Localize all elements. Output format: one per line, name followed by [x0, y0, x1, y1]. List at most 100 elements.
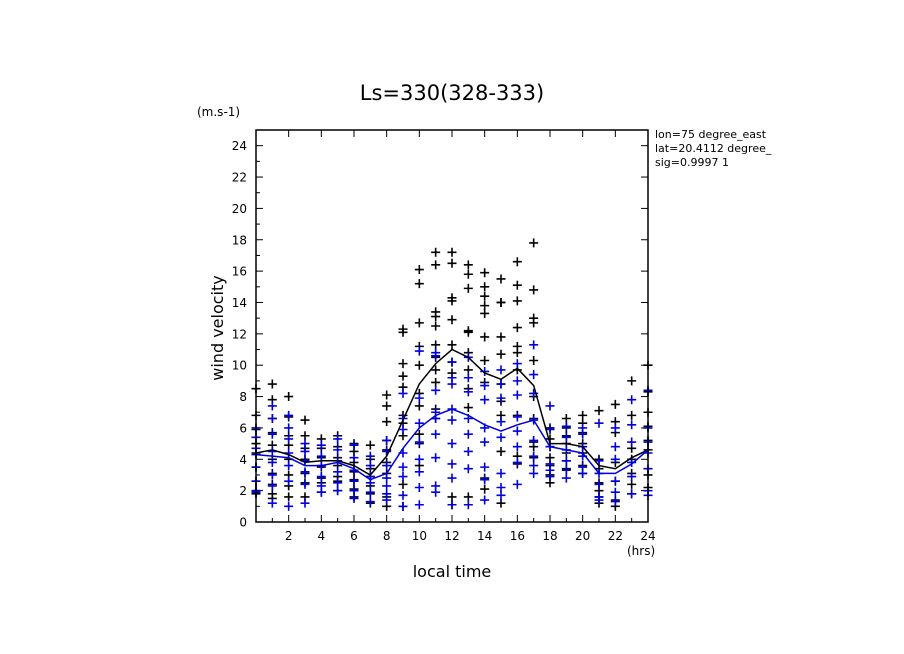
data-point	[447, 492, 457, 502]
data-point	[398, 388, 408, 398]
data-point	[333, 478, 343, 488]
data-point	[627, 395, 637, 405]
x-tick-label: 20	[575, 529, 590, 543]
data-point	[447, 379, 457, 389]
data-point	[284, 410, 294, 420]
data-point	[447, 500, 457, 510]
data-point	[463, 446, 473, 456]
data-point	[398, 479, 408, 489]
data-point	[496, 490, 506, 500]
data-point	[627, 472, 637, 482]
data-point	[447, 415, 457, 425]
data-point	[496, 379, 506, 389]
data-point	[545, 424, 555, 434]
data-point	[561, 456, 571, 466]
data-point	[578, 429, 588, 439]
data-point	[284, 423, 294, 433]
data-point	[267, 498, 277, 508]
data-point	[284, 392, 294, 402]
data-point	[480, 462, 490, 472]
data-point	[512, 412, 522, 422]
data-point	[512, 390, 522, 400]
data-point	[512, 479, 522, 489]
y-tick-label: 8	[239, 390, 247, 404]
data-point	[496, 332, 506, 342]
data-point	[316, 487, 326, 497]
data-point	[463, 327, 473, 337]
annotation-line: sig=0.9997 1	[655, 156, 729, 169]
y-tick-label: 0	[239, 516, 247, 530]
data-point	[561, 414, 571, 424]
data-point	[267, 379, 277, 389]
data-point	[333, 434, 343, 444]
data-point	[349, 476, 359, 486]
x-tick-label: 10	[412, 529, 427, 543]
data-point	[480, 437, 490, 447]
data-point	[414, 346, 424, 356]
y-tick-label: 16	[232, 265, 247, 279]
data-point	[284, 492, 294, 502]
data-point	[382, 401, 392, 411]
data-point	[529, 238, 539, 248]
data-point	[594, 406, 604, 416]
data-point	[529, 468, 539, 478]
data-point	[463, 365, 473, 375]
data-point	[447, 473, 457, 483]
data-point	[594, 495, 604, 505]
data-point	[431, 321, 441, 331]
data-point	[512, 296, 522, 306]
data-point	[284, 501, 294, 511]
y-tick-label: 6	[239, 421, 247, 435]
data-point	[349, 493, 359, 503]
data-point	[431, 260, 441, 270]
x-tick-label: 14	[477, 529, 492, 543]
mean-line	[255, 348, 649, 476]
y-tick-label: 14	[232, 296, 247, 310]
y-tick-label: 4	[239, 453, 247, 467]
data-point	[447, 340, 457, 350]
data-point	[431, 247, 441, 257]
x-tick-label: 16	[510, 529, 525, 543]
data-point	[267, 401, 277, 411]
annotation-line: lat=20.4112 degree_	[655, 142, 772, 155]
data-point	[463, 373, 473, 383]
data-point	[463, 283, 473, 293]
data-point	[480, 332, 490, 342]
data-point	[463, 260, 473, 270]
data-point	[561, 465, 571, 475]
data-point	[447, 357, 457, 367]
data-point	[382, 435, 392, 445]
data-point	[529, 285, 539, 295]
data-point	[382, 417, 392, 427]
data-point	[349, 486, 359, 496]
data-point	[545, 401, 555, 411]
x-axis-title: local time	[413, 562, 492, 581]
data-point	[316, 451, 326, 461]
data-point	[545, 472, 555, 482]
data-point	[267, 457, 277, 467]
data-point	[463, 464, 473, 474]
data-point	[512, 457, 522, 467]
data-point	[431, 312, 441, 322]
data-point	[398, 424, 408, 434]
data-points	[251, 238, 653, 511]
data-point	[349, 440, 359, 450]
data-point	[398, 359, 408, 369]
mean-line	[255, 408, 649, 481]
data-point	[382, 461, 392, 471]
data-point	[382, 473, 392, 483]
data-point	[480, 308, 490, 318]
data-point	[610, 423, 620, 433]
data-point	[463, 429, 473, 439]
data-point	[300, 498, 310, 508]
data-point	[561, 473, 571, 483]
data-point	[431, 340, 441, 350]
data-point	[594, 418, 604, 428]
data-point	[267, 429, 277, 439]
data-point	[365, 461, 375, 471]
data-point	[480, 282, 490, 292]
data-point	[267, 481, 277, 491]
data-point	[414, 418, 424, 428]
data-point	[447, 315, 457, 325]
data-point	[529, 340, 539, 350]
